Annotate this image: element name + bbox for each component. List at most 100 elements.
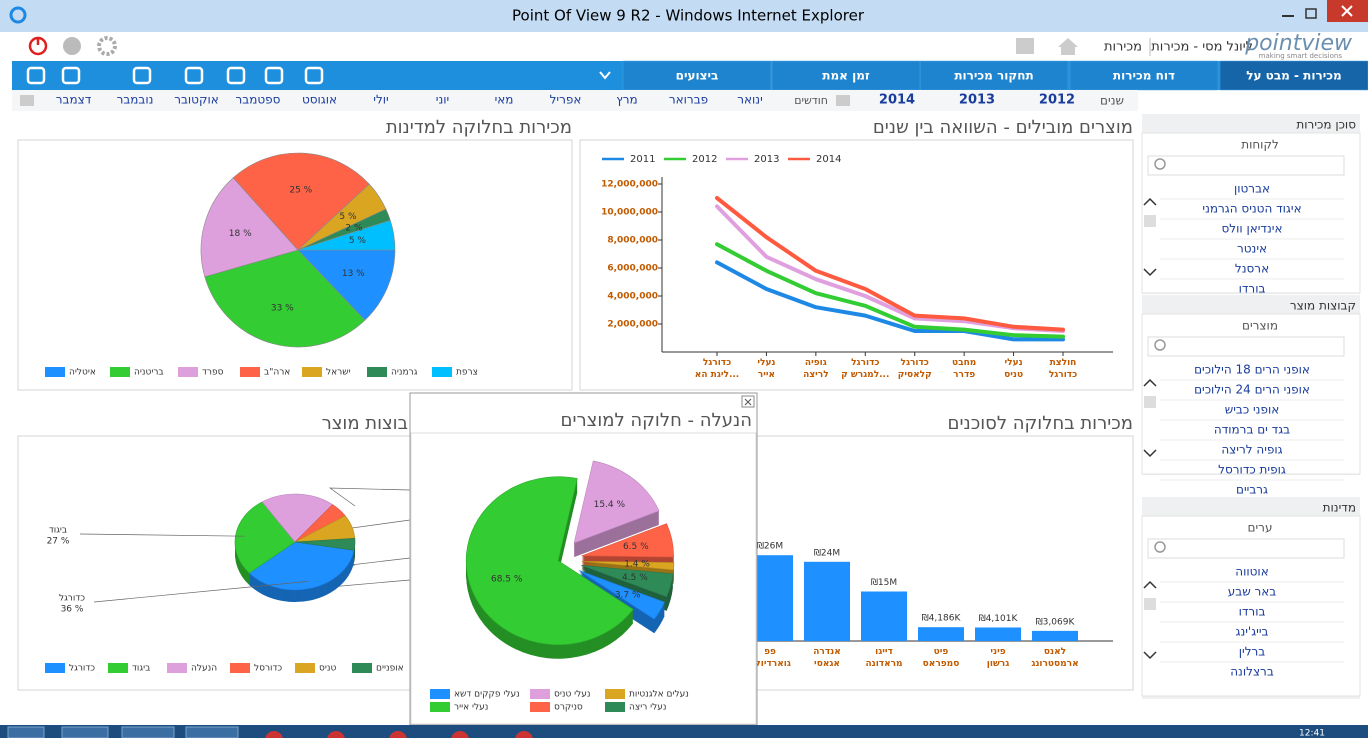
sidebar-item[interactable]: אברטון: [1234, 182, 1270, 196]
month-option[interactable]: ינואר: [737, 93, 763, 107]
toolbar-icon[interactable]: [132, 66, 152, 85]
sidebar-item[interactable]: גופית כדורסל: [1218, 463, 1286, 477]
sidebar-item[interactable]: ארסנל: [1235, 262, 1269, 276]
sidebar-item[interactable]: באר שבע: [1228, 585, 1277, 599]
toolbar-icon[interactable]: [184, 66, 204, 85]
legend-label: צרפת: [456, 368, 478, 378]
nav-tab[interactable]: [1069, 60, 1219, 91]
taskbar-button[interactable]: [61, 726, 109, 738]
chart-title: מכירות בחלוקה למדינות: [386, 117, 572, 138]
sidebar-item[interactable]: בייג'ינג: [1236, 625, 1269, 639]
sidebar-item[interactable]: בורדו: [1239, 282, 1266, 296]
month-option[interactable]: מרץ: [616, 93, 637, 107]
legend-label: כדורסל: [254, 664, 282, 674]
x-tick-label-line: נעלי: [757, 358, 775, 368]
year-option[interactable]: 2013: [959, 93, 995, 108]
taskbar-icon[interactable]: [265, 731, 283, 738]
pie-slice: [200, 177, 299, 278]
month-option[interactable]: מאי: [495, 93, 514, 107]
scroll-down[interactable]: [1143, 651, 1157, 660]
window-title: Point Of View 9 R2 - Windows Internet Ex…: [512, 7, 865, 25]
nav-tab-label: דוח מכירות: [1113, 69, 1175, 83]
month-option[interactable]: אפריל: [550, 93, 582, 107]
scroll-up[interactable]: [1143, 197, 1157, 206]
toolbar-icon[interactable]: [264, 66, 284, 85]
taskbar-icon[interactable]: [515, 731, 533, 738]
search-box[interactable]: [1147, 538, 1345, 559]
x-tick-label-line: קלאסיק: [898, 370, 932, 380]
month-option[interactable]: יוני: [436, 93, 449, 107]
maximize-icon[interactable]: [1305, 8, 1317, 19]
sidebar-item[interactable]: ברלין: [1239, 645, 1266, 659]
scroll-up[interactable]: [1143, 580, 1157, 589]
nav-tab[interactable]: [1219, 60, 1368, 91]
pie-value-label: 5 %: [339, 212, 357, 222]
pie-value-label: 68.5 %: [491, 575, 523, 585]
sidebar-item[interactable]: בגד ים ברמודה: [1214, 423, 1290, 437]
dropdown-icon: [599, 71, 611, 80]
month-option[interactable]: נובמבר: [117, 93, 154, 107]
month-option[interactable]: דצמבר: [56, 93, 92, 107]
sidebar-item[interactable]: אופני כביש: [1225, 403, 1280, 417]
help-icon[interactable]: [63, 37, 81, 55]
taskbar-icon[interactable]: [327, 731, 345, 738]
y-tick-label: 10,000,000: [601, 208, 658, 218]
legend-label: גרמניה: [391, 368, 418, 378]
scroll-down[interactable]: [1143, 268, 1157, 277]
legend-swatch: [367, 367, 387, 377]
legend-label: נעלי אייר: [454, 703, 488, 713]
sitemap-icon[interactable]: [1016, 38, 1034, 54]
sidebar-item[interactable]: אינדיאן וולס: [1222, 222, 1283, 236]
sidebar-item[interactable]: גופיה לריצה: [1221, 443, 1282, 457]
sidebar-item[interactable]: אופני הרים 24 הילוכים: [1194, 383, 1310, 397]
taskbar-icon[interactable]: [389, 731, 407, 738]
nav-tab[interactable]: [622, 60, 772, 91]
pie-slice: [234, 501, 296, 574]
toolbar-icon[interactable]: [304, 66, 324, 85]
nav-tab[interactable]: [919, 60, 1069, 91]
months-clear-icon[interactable]: [20, 95, 34, 106]
month-option[interactable]: פברואר: [669, 93, 708, 107]
sidebar-item[interactable]: בורדו: [1239, 605, 1266, 619]
breadcrumb-item[interactable]: מכירות: [1104, 40, 1142, 55]
toolbar-icon[interactable]: [26, 66, 46, 85]
search-box[interactable]: [1147, 336, 1345, 357]
legend-swatch: [45, 663, 65, 673]
month-option[interactable]: אוקטובר: [174, 93, 219, 107]
pie-slice: [581, 523, 674, 558]
year-option[interactable]: 2012: [1039, 93, 1075, 108]
sidebar-item[interactable]: ברצלונה: [1230, 665, 1274, 679]
toolbar-icon[interactable]: [226, 66, 246, 85]
popup-title: הנעלה - חלוקה למוצרים: [561, 410, 752, 431]
x-tick-label-line: כדורגל: [851, 358, 879, 368]
years-clear-icon[interactable]: [836, 95, 850, 106]
sidebar-item[interactable]: אוטווה: [1235, 565, 1268, 579]
sidebar-item[interactable]: אופני הרים 18 הילוכים: [1194, 363, 1310, 377]
sidebar-item[interactable]: איגוד הטניס הגרמני: [1202, 202, 1301, 216]
taskbar-button[interactable]: [7, 726, 45, 738]
search-box[interactable]: [1147, 155, 1345, 176]
year-option[interactable]: 2014: [879, 93, 915, 108]
line-series: [715, 260, 1066, 342]
taskbar-button[interactable]: [185, 726, 239, 738]
breadcrumb-item[interactable]: ליונל מסי - מכירות: [1151, 40, 1253, 55]
month-option[interactable]: ספטמבר: [236, 93, 281, 107]
nav-tab[interactable]: [771, 60, 921, 91]
month-option[interactable]: אוגוסט: [302, 93, 337, 107]
bar-value-label: ₪24M: [814, 548, 840, 558]
home-icon[interactable]: [1058, 38, 1078, 55]
taskbar-icon[interactable]: [451, 731, 469, 738]
sidebar-item[interactable]: גרביים: [1236, 483, 1268, 497]
line-series: [715, 242, 1066, 339]
settings-icon[interactable]: [97, 36, 117, 56]
scroll-down[interactable]: [1143, 449, 1157, 458]
toolbar-icon[interactable]: [61, 66, 81, 85]
x-tick-label-line: פיני: [990, 647, 1005, 657]
month-option[interactable]: יולי: [373, 93, 388, 107]
scroll-up[interactable]: [1143, 378, 1157, 387]
sidebar-item[interactable]: אינטר: [1237, 242, 1267, 256]
bar-value-label: ₪26M: [757, 542, 783, 552]
legend-label: כדורגל: [69, 664, 95, 674]
taskbar-button[interactable]: [121, 726, 175, 738]
